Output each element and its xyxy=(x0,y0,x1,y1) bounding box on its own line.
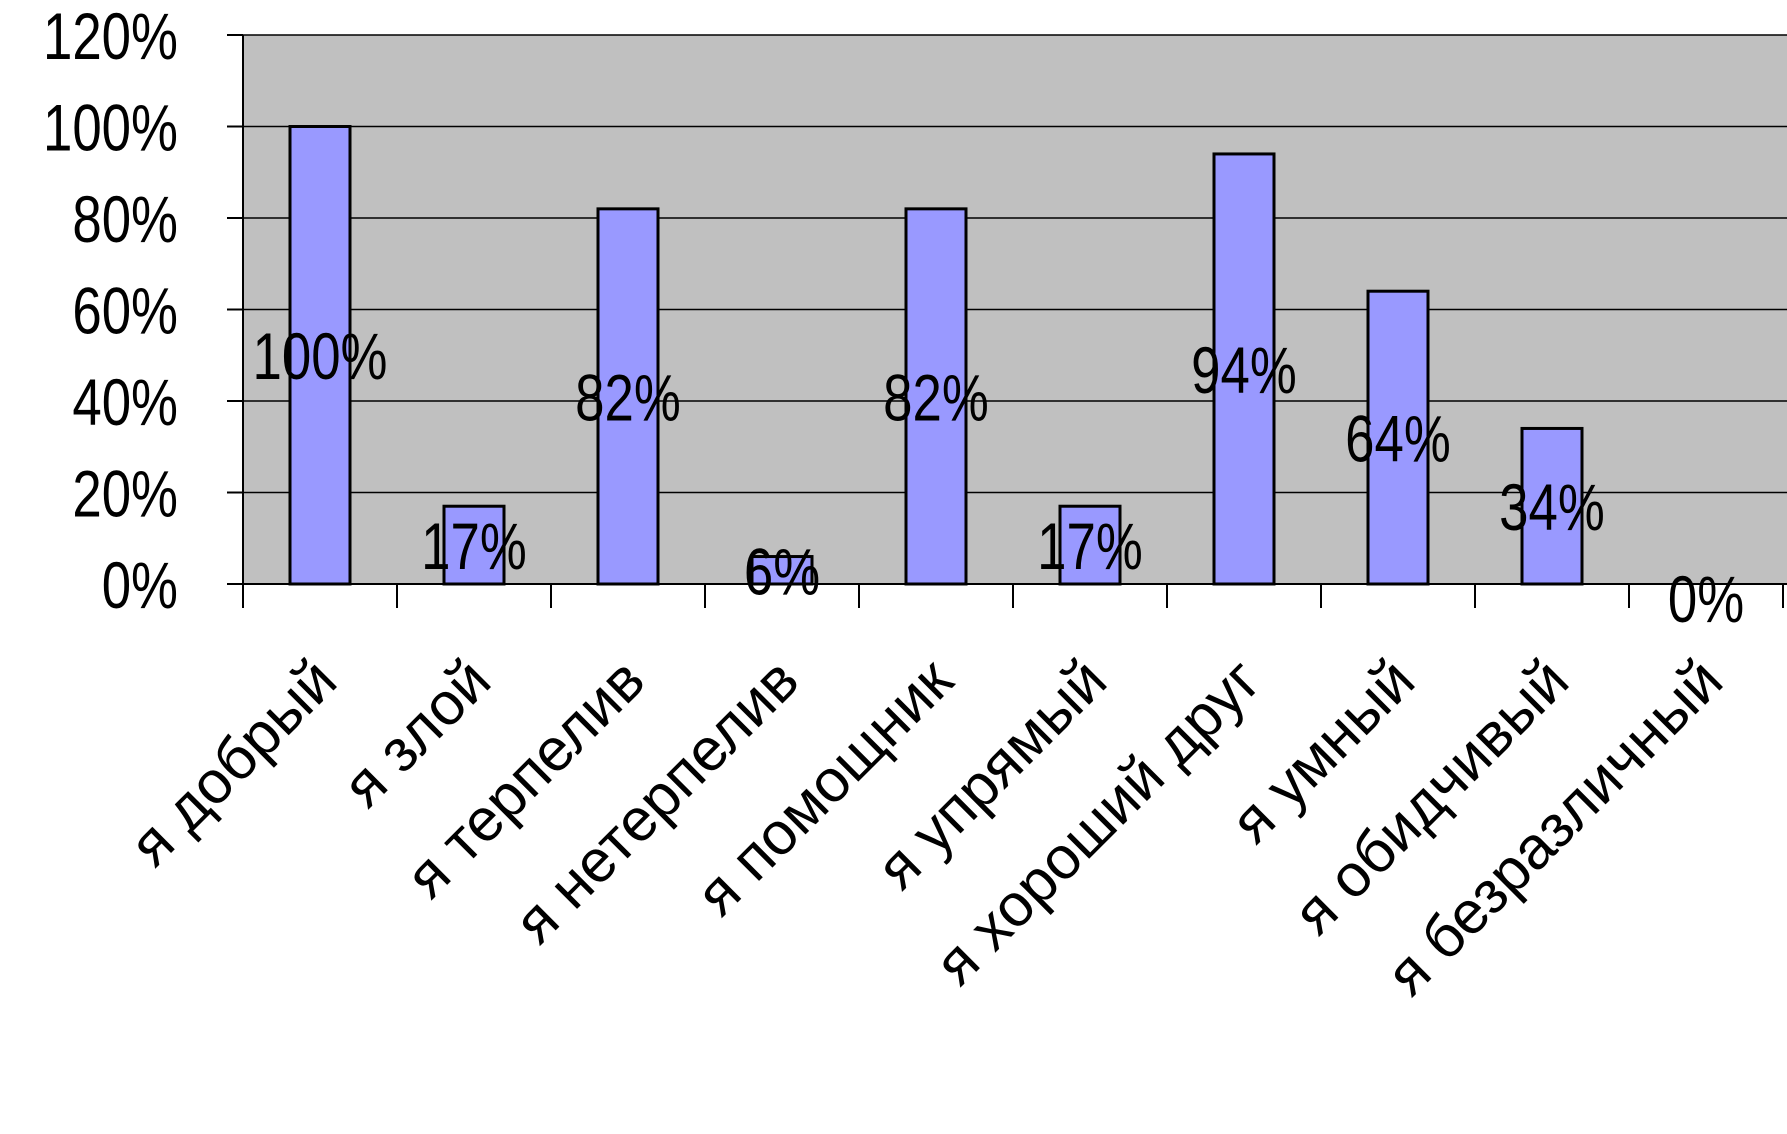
y-tick-label: 0% xyxy=(102,548,178,622)
data-label: 17% xyxy=(1037,509,1143,583)
gridlines xyxy=(227,34,1787,585)
y-tick-label: 40% xyxy=(72,365,178,439)
y-tick-label: 20% xyxy=(72,457,178,531)
bar xyxy=(1212,152,1276,586)
data-label: 100% xyxy=(252,320,387,394)
data-label: 64% xyxy=(1345,402,1451,476)
data-labels: 100% 17% 82% 6% 82% 17% 94% 64% 34% 0% xyxy=(252,320,1744,637)
data-label: 6% xyxy=(744,535,820,609)
y-axis-tick-labels: 0% 20% 40% 60% 80% 100% 120% xyxy=(43,0,178,622)
bar xyxy=(1520,426,1584,586)
y-tick-label: 120% xyxy=(43,0,178,73)
x-category-label: я добрый xyxy=(117,646,350,879)
data-label: 34% xyxy=(1499,471,1605,545)
y-tick-label: 60% xyxy=(72,274,178,348)
bar xyxy=(1058,504,1122,586)
data-label: 82% xyxy=(883,361,989,435)
data-label: 0% xyxy=(1668,562,1744,636)
data-label: 82% xyxy=(575,361,681,435)
bars xyxy=(288,125,1584,586)
y-tick-label: 80% xyxy=(72,182,178,256)
data-label: 17% xyxy=(421,509,527,583)
bar xyxy=(904,207,968,586)
axes xyxy=(242,35,1787,608)
data-label: 94% xyxy=(1191,333,1297,407)
y-tick-label: 100% xyxy=(43,91,178,165)
bar xyxy=(750,555,814,586)
